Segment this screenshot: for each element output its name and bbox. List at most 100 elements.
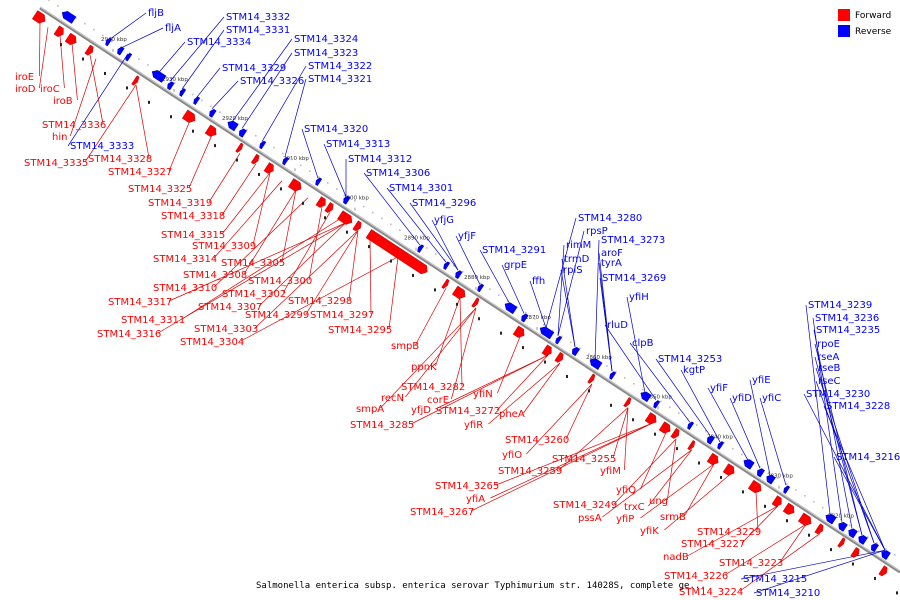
reverse-gene-arrow — [757, 468, 765, 478]
grid-dot — [84, 22, 86, 25]
reverse-gene-arrow — [227, 120, 239, 132]
feature-mark — [764, 504, 766, 508]
reverse-gene-label: STM14_3301 — [389, 183, 453, 194]
grid-dot — [57, 5, 59, 7]
grid-dot — [840, 518, 842, 521]
forward-gene-label: ung — [649, 496, 668, 507]
grid-dot — [552, 329, 554, 332]
forward-gene-label: iroC — [40, 84, 60, 95]
reverse-gene-label: fljB — [148, 8, 164, 19]
reverse-leader-line — [814, 356, 863, 536]
grid-dot — [201, 99, 203, 102]
grid-dot — [75, 16, 77, 19]
forward-gene-arrow — [204, 124, 217, 137]
reverse-gene-label: rseC — [818, 376, 840, 387]
reverse-gene-arrow — [572, 346, 580, 357]
reverse-leader-line — [729, 397, 761, 469]
forward-gene-label: iroE — [15, 72, 34, 83]
legend-forward-swatch — [838, 9, 850, 21]
kbp-tick-label: 2880 kbp — [464, 275, 490, 281]
reverse-gene-label: STM14_3331 — [226, 25, 290, 36]
grid-dot — [696, 424, 698, 426]
reverse-gene-label: STM14_3323 — [294, 48, 358, 59]
reverse-leader-line — [211, 80, 239, 110]
reverse-leader-line — [529, 280, 547, 328]
forward-leader-line — [624, 407, 629, 471]
reverse-leader-line — [479, 249, 511, 305]
forward-leader-line — [565, 383, 593, 440]
reverse-gene-arrow — [151, 70, 167, 83]
feature-mark — [852, 562, 854, 566]
forward-gene-label: STM14_3307 — [198, 302, 262, 313]
forward-leader-line — [221, 172, 271, 235]
reverse-gene-label: yfiE — [752, 375, 771, 386]
grid-dot — [615, 371, 617, 373]
forward-gene-label: STM14_3325 — [128, 184, 192, 195]
reverse-gene-label: rpsP — [586, 226, 608, 237]
reverse-leader-line — [231, 38, 293, 123]
grid-dot — [273, 146, 275, 149]
forward-gene-arrow — [587, 373, 596, 384]
grid-dot — [390, 223, 392, 226]
reverse-gene-label: STM14_3296 — [412, 198, 476, 209]
forward-gene-arrow — [850, 547, 860, 558]
reverse-gene-label: STM14_3329 — [222, 63, 286, 74]
feature-mark — [258, 172, 260, 176]
grid-dot — [759, 465, 761, 468]
reverse-gene-arrow — [315, 177, 323, 187]
forward-leader-line — [221, 163, 257, 216]
reverse-gene-arrow — [105, 37, 113, 47]
forward-leader-line — [558, 407, 629, 471]
forward-gene-label: STM14_3305 — [221, 258, 285, 269]
feature-mark — [566, 374, 568, 378]
forward-gene-label: STM14_3314 — [153, 254, 217, 265]
legend-reverse-label: Reverse — [855, 27, 892, 37]
reverse-leader-line — [707, 387, 749, 461]
kbp-tick-label: 2940 kbp — [101, 37, 127, 43]
grid-dot — [219, 111, 221, 113]
kbp-tick-label: 2830 kbp — [767, 474, 793, 480]
forward-leader-line — [648, 449, 693, 507]
feature-mark — [654, 432, 656, 436]
forward-gene-arrow — [837, 537, 846, 548]
grid-dot — [48, 0, 50, 1]
forward-gene-label: yfiK — [640, 526, 659, 537]
kbp-tick-label: 2900 kbp — [343, 196, 369, 202]
forward-leader-line — [779, 524, 807, 563]
grid-dot — [831, 512, 833, 515]
reverse-gene-label: yfjG — [434, 215, 454, 226]
genes — [31, 10, 898, 595]
grid-dot — [300, 164, 302, 167]
reverse-leader-line — [680, 369, 721, 443]
grid-dot — [822, 506, 824, 509]
grid-dot — [408, 235, 410, 237]
reverse-gene-label: STM14_3334 — [187, 37, 251, 48]
forward-gene-label: STM14_3319 — [148, 198, 212, 209]
reverse-gene-arrow — [717, 441, 725, 450]
grid-dot — [507, 300, 509, 302]
reverse-leader-line — [815, 380, 875, 544]
grid-dot — [570, 341, 572, 344]
forward-gene-arrow — [554, 351, 564, 363]
forward-gene-label: STM14_3249 — [553, 500, 617, 511]
forward-gene-label: yfjD — [411, 405, 431, 416]
reverse-gene-arrow — [504, 302, 518, 315]
grid-dot — [741, 453, 743, 456]
grid-dot — [705, 430, 707, 432]
grid-dot — [354, 199, 356, 202]
reverse-gene-label: rseB — [818, 363, 840, 374]
forward-gene-label: STM14_3282 — [401, 382, 465, 393]
reverse-leader-line — [560, 269, 576, 347]
reverse-leader-line — [363, 172, 421, 246]
forward-gene-label: STM14_3315 — [161, 230, 225, 241]
reverse-leader-line — [67, 53, 129, 147]
reverse-leader-line — [195, 67, 221, 99]
reverse-leader-line — [119, 27, 164, 49]
forward-gene-label: STM14_3303 — [194, 324, 258, 335]
reverse-leader-line — [169, 16, 225, 82]
reverse-leader-line — [323, 143, 347, 197]
reverse-gene-arrow — [282, 156, 290, 166]
forward-leader-line — [39, 27, 49, 89]
reverse-gene-label: STM14_3306 — [366, 168, 430, 179]
